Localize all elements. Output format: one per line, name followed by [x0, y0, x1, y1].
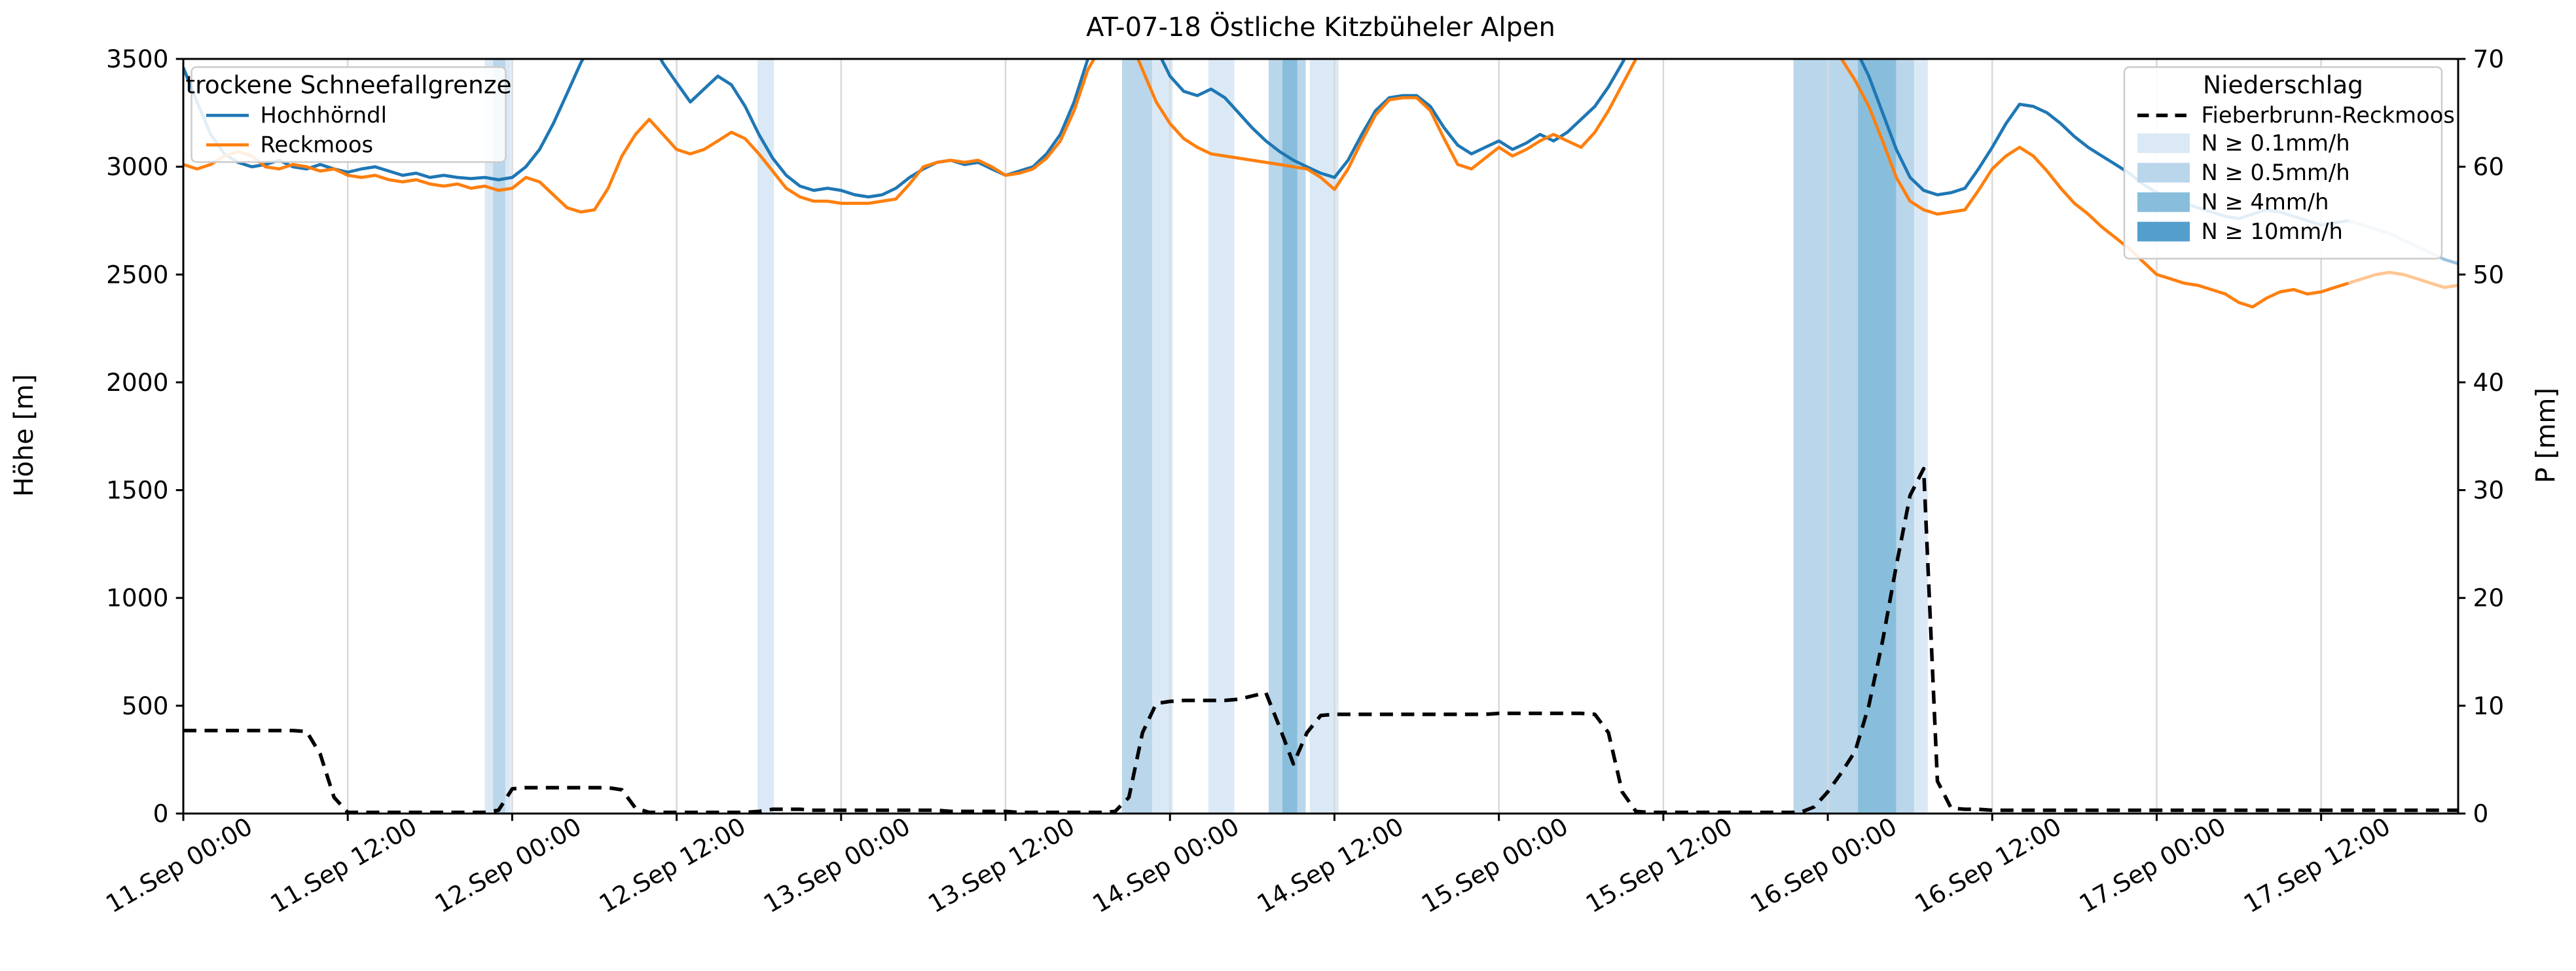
series-fieberbrunn-reckmoos-line: [183, 466, 2458, 814]
legend-band-0.1-label: N ≥ 0.1mm/h: [2202, 130, 2350, 156]
y-right-tick-label: 40: [2473, 368, 2505, 397]
precip-band-0.1: [505, 59, 511, 814]
legend-precip-line-label: Fieberbrunn-Reckmoos: [2202, 103, 2455, 128]
y-left-tick-label: 2500: [106, 260, 168, 289]
legend-band-10-label: N ≥ 10mm/h: [2202, 219, 2343, 244]
legend-snowline-title: trockene Schneefallgrenze: [185, 71, 511, 100]
precip-band-0.5: [1793, 59, 1859, 814]
series-hochh-rndl-line: [183, 58, 2349, 227]
legend-reckmoos-label: Reckmoos: [261, 132, 374, 157]
y-right-tick-label: 0: [2473, 799, 2489, 828]
y-right-tick-label: 10: [2473, 691, 2505, 720]
y-left-tick-label: 2000: [106, 368, 168, 397]
y-left-axis-label: Höhe [m]: [9, 374, 39, 496]
precip-band-4: [1858, 59, 1896, 814]
series-reckmoos-line-forecast: [2348, 270, 2458, 289]
plot-frame: [182, 58, 2459, 815]
legend-precip-box: [2123, 66, 2443, 260]
series-reckmoos-line: [183, 58, 2349, 309]
legend-band-4-label: N ≥ 4mm/h: [2202, 189, 2329, 215]
legend-precip-title: Niederschlag: [2203, 71, 2363, 100]
legend-band-4-swatch: [2137, 192, 2190, 212]
y-left-tick-label: 3000: [106, 153, 168, 181]
legend-band-10-swatch: [2137, 221, 2190, 242]
x-tick-label: 14.Sep 00:00: [1087, 812, 1244, 919]
legend-band-0.5-swatch: [2137, 162, 2190, 183]
precip-band-0.1: [1208, 59, 1235, 814]
x-tick-label: 13.Sep 00:00: [759, 812, 915, 919]
x-tick-label: 14.Sep 12:00: [1252, 812, 1409, 919]
x-tick-label: 12.Sep 00:00: [430, 812, 587, 919]
x-tick-label: 16.Sep 00:00: [1745, 812, 1902, 919]
x-tick-label: 17.Sep 12:00: [2239, 812, 2395, 919]
legend-hochhoerndl-label: Hochhörndl: [261, 103, 387, 128]
y-right-tick-label: 60: [2473, 153, 2505, 181]
y-right-tick-label: 50: [2473, 260, 2505, 289]
precip-band-0.5: [493, 59, 505, 814]
y-right-tick-label: 70: [2473, 45, 2505, 73]
chart-title: AT-07-18 Östliche Kitzbüheler Alpen: [1086, 11, 1555, 43]
y-left-tick-label: 0: [153, 799, 169, 828]
precip-band-0.1: [1914, 59, 1928, 814]
x-tick-label: 11.Sep 12:00: [265, 812, 422, 919]
legend-precip: Niederschlag Fieberbrunn-Reckmoos N ≥ 0.…: [2123, 66, 2455, 260]
y-left-tick-label: 1000: [106, 583, 168, 612]
y-right-axis-label: P [mm]: [2531, 388, 2562, 483]
x-tick-label: 17.Sep 00:00: [2075, 812, 2231, 919]
legend-band-0.5-label: N ≥ 0.5mm/h: [2202, 160, 2350, 185]
y-right-tick-label: 20: [2473, 583, 2505, 612]
precip-band-4: [1282, 59, 1297, 814]
y-left-tick-label: 500: [122, 691, 169, 720]
x-tick-label: 11.Sep 00:00: [101, 812, 257, 919]
legend-snowline: trockene Schneefallgrenze Hochhörndl Rec…: [185, 66, 512, 163]
legend-snowline-box: [190, 66, 507, 163]
precip-band-0.1: [484, 59, 494, 814]
precip-band-0.5: [1896, 59, 1914, 814]
legend-band-0.1-swatch: [2137, 133, 2190, 153]
x-tick-label: 15.Sep 00:00: [1417, 812, 1573, 919]
x-tick-label: 15.Sep 12:00: [1581, 812, 1737, 919]
x-tick-label: 12.Sep 12:00: [594, 812, 751, 919]
x-tick-label: 13.Sep 12:00: [923, 812, 1079, 919]
y-left-tick-label: 1500: [106, 476, 168, 505]
precip-band-0.5: [1121, 59, 1152, 814]
precip-band-0.1: [757, 59, 774, 814]
precip-band-0.5: [1268, 59, 1282, 814]
precip-band-0.5: [1297, 59, 1306, 814]
y-left-tick-label: 3500: [106, 45, 168, 73]
y-right-tick-label: 30: [2473, 476, 2505, 505]
x-tick-label: 16.Sep 12:00: [1910, 812, 2066, 919]
